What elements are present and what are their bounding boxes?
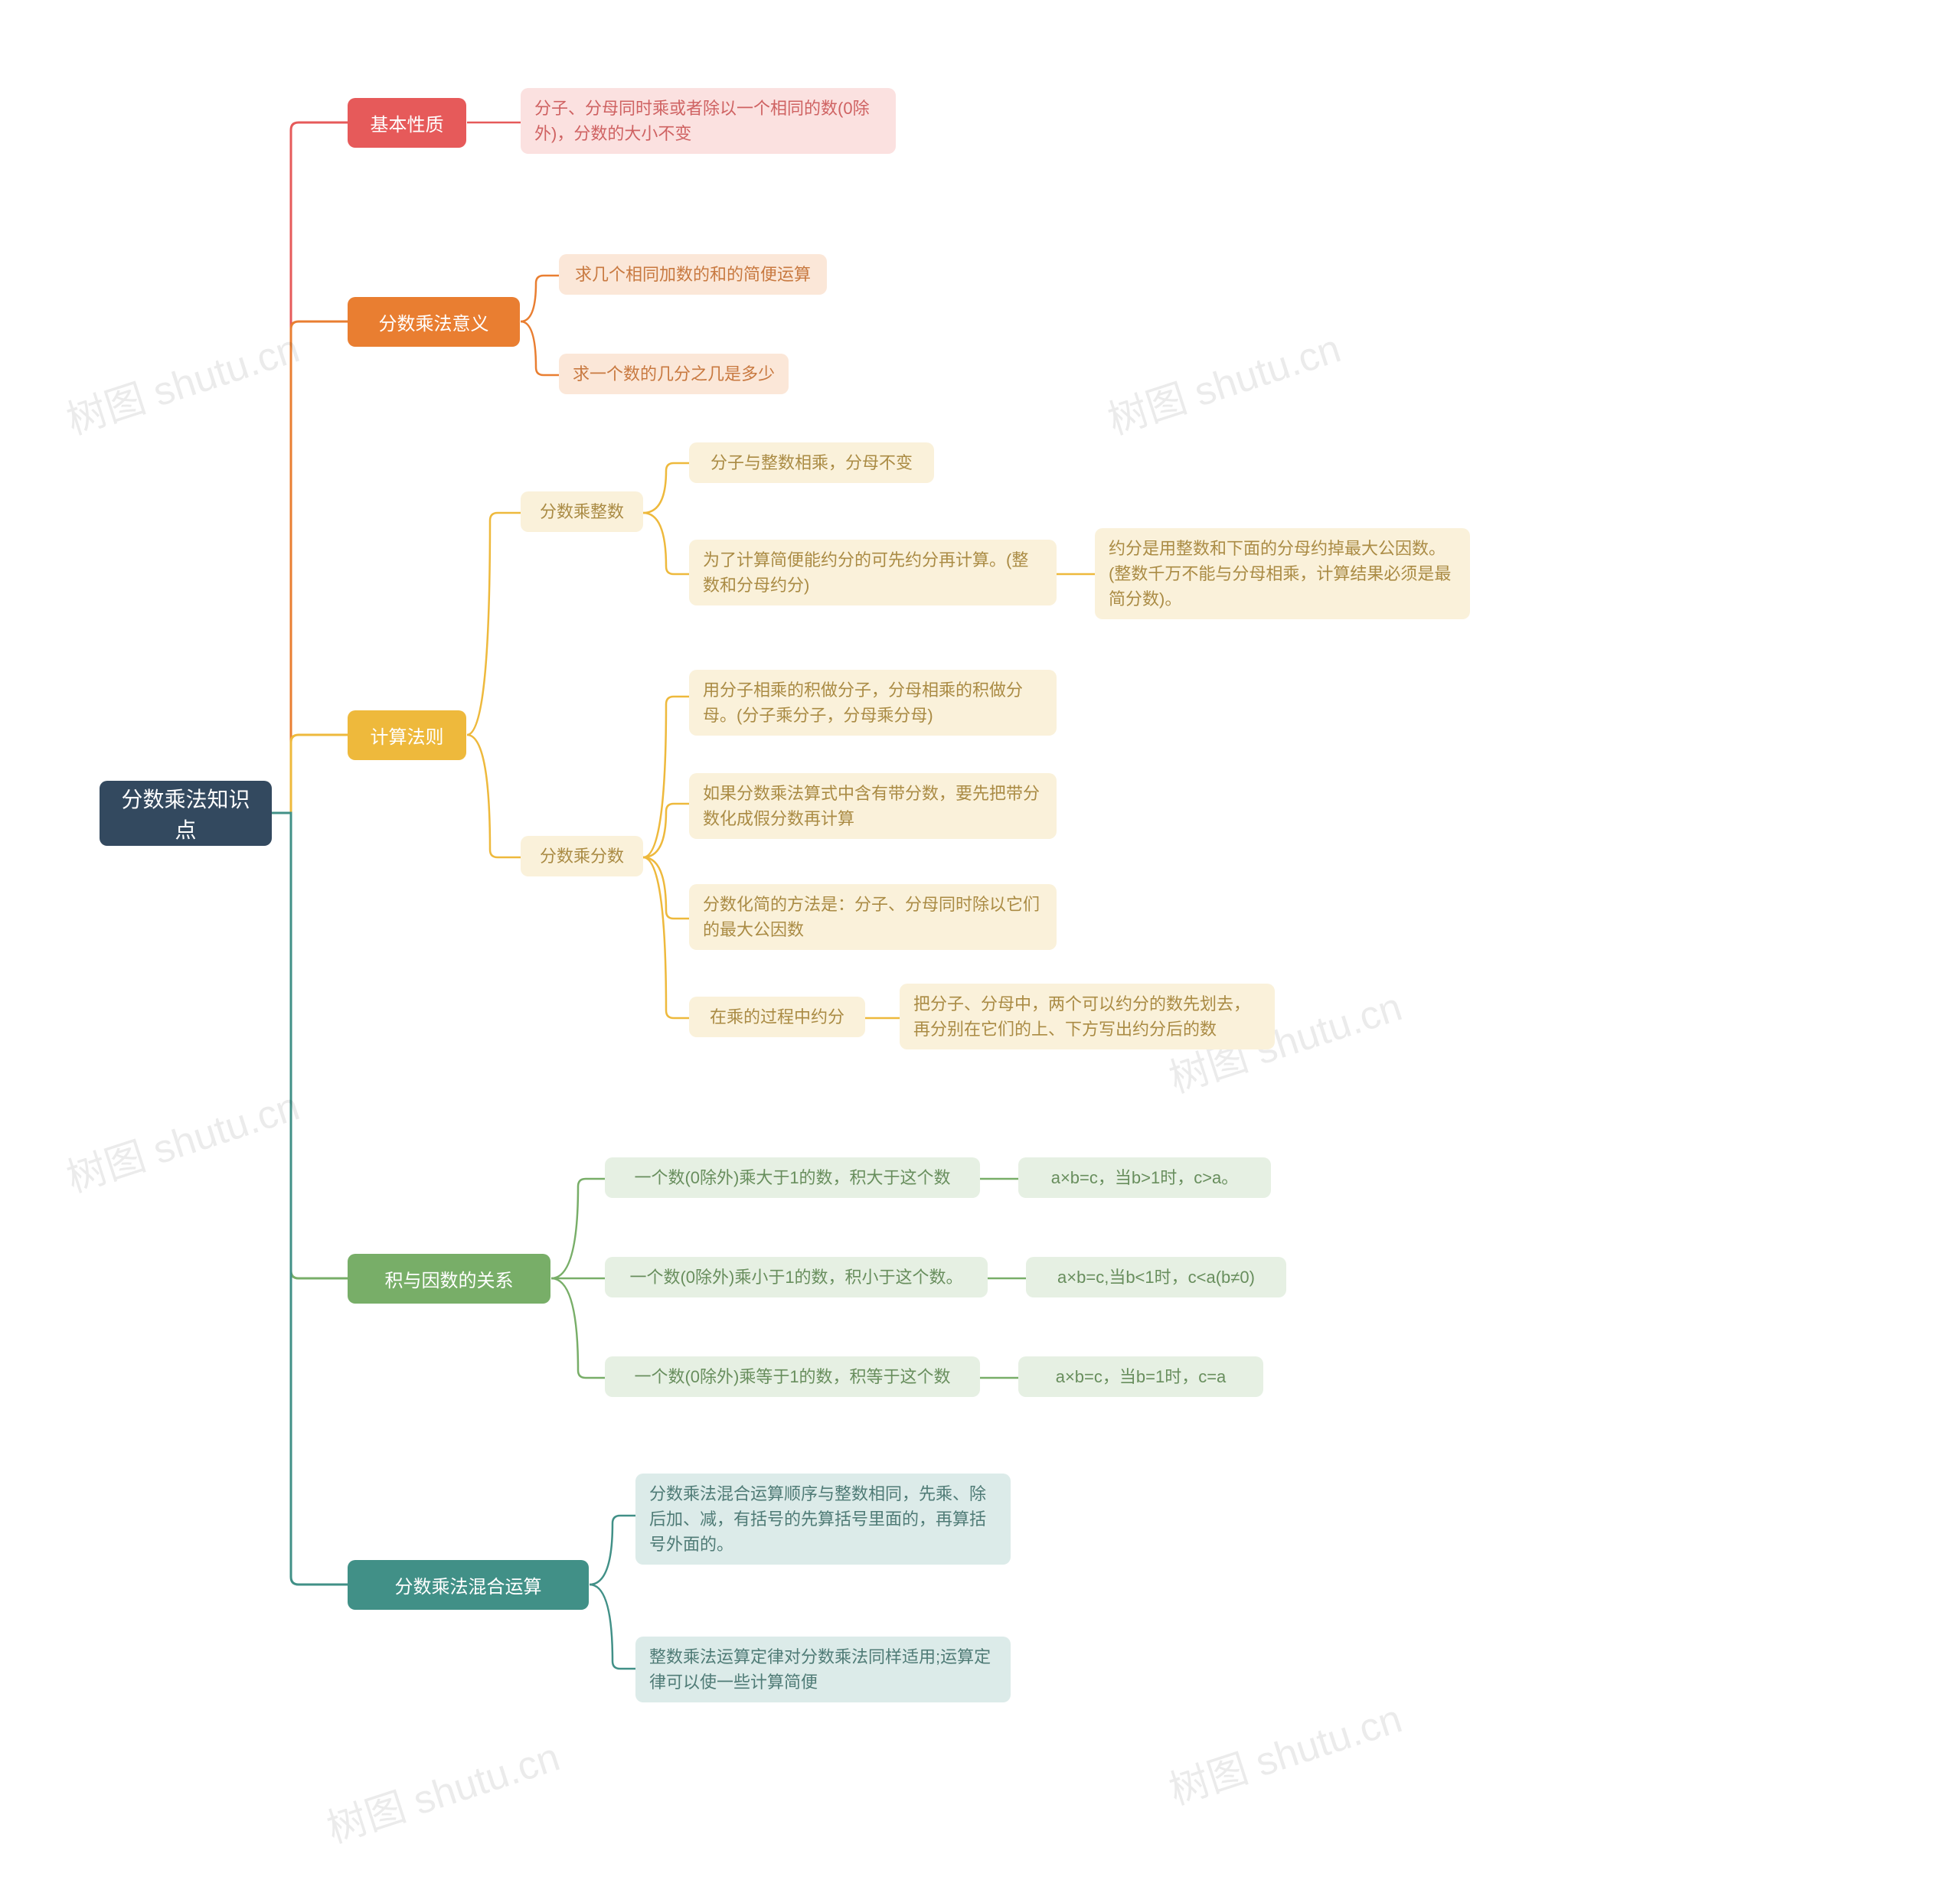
edge — [467, 513, 521, 735]
leaf-label: 用分子相乘的积做分子，分母相乘的积做分母。(分子乘分子，分母乘分母) — [703, 677, 1043, 728]
edge — [643, 513, 689, 574]
leaf-label: 一个数(0除外)乘小于1的数，积小于这个数。 — [629, 1265, 962, 1290]
leaf-label: 分子与整数相乘，分母不变 — [710, 450, 913, 475]
leaf-label: 分数乘分数 — [540, 844, 624, 869]
edge — [551, 1179, 605, 1278]
leaf-node[interactable]: 在乘的过程中约分 — [689, 997, 865, 1037]
watermark: 树图 shutu.cn — [58, 1074, 305, 1203]
edge — [467, 735, 521, 857]
edge — [643, 697, 689, 857]
edge — [590, 1516, 635, 1585]
leaf-node[interactable]: 一个数(0除外)乘大于1的数，积大于这个数 — [605, 1157, 980, 1198]
edge — [643, 857, 689, 1018]
leaf-node[interactable]: 一个数(0除外)乘小于1的数，积小于这个数。 — [605, 1257, 988, 1297]
leaf-label: a×b=c，当b>1时，c>a。 — [1051, 1165, 1239, 1190]
leaf-label: 约分是用整数和下面的分母约掉最大公因数。(整数千万不能与分母相乘，计算结果必须是… — [1109, 536, 1456, 612]
edge — [643, 463, 689, 513]
branch-rules[interactable]: 计算法则 — [348, 710, 466, 760]
leaf-label: 一个数(0除外)乘等于1的数，积等于这个数 — [634, 1364, 950, 1389]
leaf-node[interactable]: 如果分数乘法算式中含有带分数，要先把带分数化成假分数再计算 — [689, 773, 1057, 839]
leaf-label: 如果分数乘法算式中含有带分数，要先把带分数化成假分数再计算 — [703, 781, 1043, 831]
edge — [271, 813, 348, 1585]
leaf-label: 分数乘法混合运算顺序与整数相同，先乘、除后加、减，有括号的先算括号里面的，再算括… — [649, 1481, 997, 1557]
edge — [643, 804, 689, 857]
edge — [551, 1278, 605, 1378]
watermark: 树图 shutu.cn — [1161, 1686, 1408, 1816]
leaf-label: 把分子、分母中，两个可以约分的数先划去，再分别在它们的上、下方写出约分后的数 — [913, 991, 1261, 1042]
leaf-node[interactable]: 分子、分母同时乘或者除以一个相同的数(0除外)，分数的大小不变 — [521, 88, 896, 154]
branch-label: 计算法则 — [371, 722, 444, 749]
leaf-node[interactable]: 整数乘法运算定律对分数乘法同样适用;运算定律可以使一些计算简便 — [635, 1637, 1011, 1702]
watermark: 树图 shutu.cn — [58, 316, 305, 446]
edge — [271, 122, 348, 813]
branch-label: 基本性质 — [371, 109, 444, 136]
edge — [271, 735, 348, 813]
leaf-node[interactable]: 分子与整数相乘，分母不变 — [689, 442, 934, 483]
edge — [590, 1585, 635, 1669]
root-node[interactable]: 分数乘法知识点 — [100, 781, 272, 846]
leaf-node[interactable]: a×b=c,当b<1时，c<a(b≠0) — [1026, 1257, 1286, 1297]
mindmap-canvas: 树图 shutu.cn 树图 shutu.cn 树图 shutu.cn 树图 s… — [0, 0, 1960, 1893]
leaf-node[interactable]: 为了计算简便能约分的可先约分再计算。(整数和分母约分) — [689, 540, 1057, 605]
edge — [271, 321, 348, 813]
branch-basic-property[interactable]: 基本性质 — [348, 98, 466, 148]
leaf-node[interactable]: 分数乘法混合运算顺序与整数相同，先乘、除后加、减，有括号的先算括号里面的，再算括… — [635, 1474, 1011, 1565]
branch-meaning[interactable]: 分数乘法意义 — [348, 297, 520, 347]
leaf-node[interactable]: 用分子相乘的积做分子，分母相乘的积做分母。(分子乘分子，分母乘分母) — [689, 670, 1057, 736]
watermark: 树图 shutu.cn — [1099, 316, 1347, 446]
branch-label: 分数乘法意义 — [379, 308, 489, 335]
leaf-node[interactable]: 求一个数的几分之几是多少 — [559, 354, 789, 394]
root-label: 分数乘法知识点 — [113, 783, 258, 844]
leaf-label: 为了计算简便能约分的可先约分再计算。(整数和分母约分) — [703, 547, 1043, 598]
leaf-node[interactable]: 分数化简的方法是：分子、分母同时除以它们的最大公因数 — [689, 884, 1057, 950]
leaf-label: 分数乘整数 — [540, 499, 624, 524]
branch-mixed-ops[interactable]: 分数乘法混合运算 — [348, 1560, 589, 1610]
leaf-node[interactable]: 求几个相同加数的和的简便运算 — [559, 254, 827, 295]
edge — [521, 276, 559, 321]
leaf-node[interactable]: a×b=c，当b>1时，c>a。 — [1018, 1157, 1271, 1198]
leaf-label: a×b=c，当b=1时，c=a — [1056, 1364, 1227, 1389]
subnode[interactable]: 分数乘整数 — [521, 491, 643, 532]
leaf-label: 一个数(0除外)乘大于1的数，积大于这个数 — [634, 1165, 950, 1190]
leaf-node[interactable]: 把分子、分母中，两个可以约分的数先划去，再分别在它们的上、下方写出约分后的数 — [900, 984, 1275, 1049]
leaf-label: 在乘的过程中约分 — [710, 1004, 844, 1030]
subnode[interactable]: 分数乘分数 — [521, 836, 643, 876]
leaf-node[interactable]: 一个数(0除外)乘等于1的数，积等于这个数 — [605, 1356, 980, 1397]
leaf-label: 求几个相同加数的和的简便运算 — [575, 262, 811, 287]
watermark: 树图 shutu.cn — [318, 1725, 566, 1854]
leaf-label: 分数化简的方法是：分子、分母同时除以它们的最大公因数 — [703, 892, 1043, 942]
edge — [521, 321, 559, 375]
leaf-label: 整数乘法运算定律对分数乘法同样适用;运算定律可以使一些计算简便 — [649, 1644, 997, 1695]
branch-label: 积与因数的关系 — [385, 1265, 514, 1292]
leaf-label: a×b=c,当b<1时，c<a(b≠0) — [1057, 1265, 1255, 1290]
leaf-label: 分子、分母同时乘或者除以一个相同的数(0除外)，分数的大小不变 — [534, 96, 882, 146]
leaf-node[interactable]: 约分是用整数和下面的分母约掉最大公因数。(整数千万不能与分母相乘，计算结果必须是… — [1095, 528, 1470, 619]
leaf-label: 求一个数的几分之几是多少 — [573, 361, 775, 387]
leaf-node[interactable]: a×b=c，当b=1时，c=a — [1018, 1356, 1263, 1397]
edge — [643, 857, 689, 919]
branch-product-factor[interactable]: 积与因数的关系 — [348, 1254, 550, 1304]
edge — [271, 813, 348, 1278]
branch-label: 分数乘法混合运算 — [395, 1572, 542, 1598]
